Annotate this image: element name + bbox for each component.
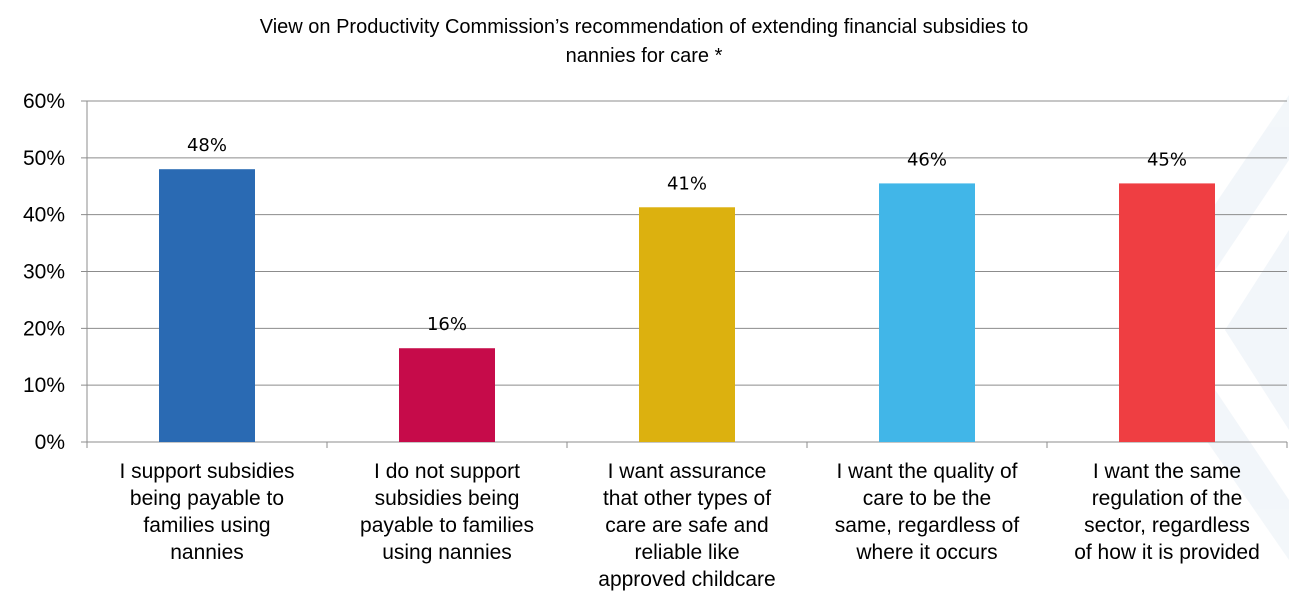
bar [399,348,495,442]
data-label: 16% [427,314,467,335]
data-labels: 48% 16% 41% 46% 45% [187,135,1187,335]
bars [159,169,1215,443]
x-tick-label: of how it is provided [1074,541,1260,564]
chart-title-line-1: View on Productivity Commission’s recomm… [260,16,1029,38]
data-label: 46% [907,149,947,170]
x-tick-label: where it occurs [855,541,997,564]
y-tick-label: 10% [23,374,65,397]
x-tick-label: I want the quality of [837,460,1018,483]
x-tick-label: families using [143,514,270,537]
x-tick-label: I want the same [1093,460,1241,483]
y-tick-label: 50% [23,147,65,170]
x-tick-label: nannies [170,541,244,564]
x-tick-label: I want assurance [608,460,767,483]
bar [639,207,735,442]
y-tick-label: 30% [23,261,65,284]
bar [159,169,255,442]
x-tick-label: approved childcare [598,568,775,591]
data-label: 48% [187,135,227,156]
x-tick-label: payable to families [360,514,534,537]
x-tick-label: sector, regardless [1084,514,1250,537]
y-axis-tick-labels: 0% 10% 20% 30% 40% 50% 60% [23,90,65,454]
y-tick-label: 0% [35,431,65,454]
x-tick-label: I do not support [374,460,520,483]
x-tick-label: regulation of the [1092,487,1243,510]
bar [879,183,975,443]
x-tick-label: being payable to [130,487,284,510]
x-tick-label: care to be the [863,487,991,510]
y-tick-label: 40% [23,204,65,227]
x-tick-label: using nannies [382,541,512,564]
y-tick-label: 20% [23,317,65,340]
x-axis-category-labels: I support subsidies being payable to famil… [119,460,1259,591]
x-tick-label: care are safe and [605,514,768,537]
x-tick-label: subsidies being [375,487,520,510]
x-tick-label: that other types of [603,487,771,510]
y-tick-label: 60% [23,90,65,113]
x-tick-label: same, regardless of [835,514,1020,537]
x-tick-label: reliable like [634,541,739,564]
data-label: 41% [667,173,707,194]
data-label: 45% [1147,149,1187,170]
bar [1119,183,1215,443]
chart-title-line-2: nannies for care * [566,45,723,67]
x-tick-label: I support subsidies [119,460,294,483]
